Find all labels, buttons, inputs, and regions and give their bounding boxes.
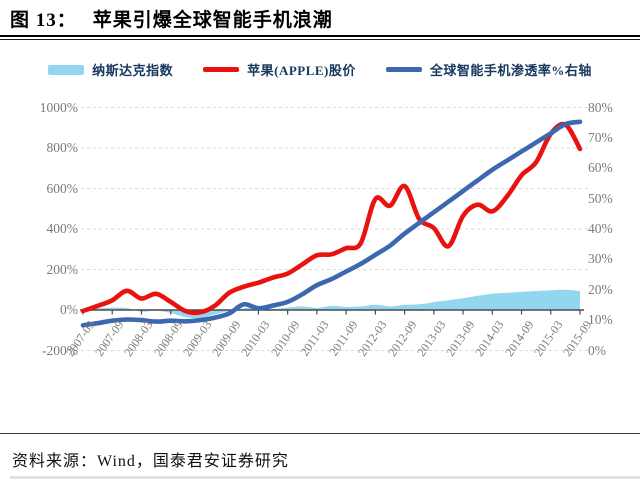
y-axis-left-label: 0%	[60, 302, 78, 317]
y-axis-right-label: 30%	[588, 251, 613, 267]
chart-legend: 纳斯达克指数 苹果(APPLE)股价 全球智能手机渗透率%右轴	[0, 60, 640, 79]
figure-label: 图 13：	[10, 10, 77, 31]
legend-item: 苹果(APPLE)股价	[203, 60, 356, 79]
y-axis-right-label: 80%	[588, 99, 613, 115]
figure-title: 图 13： 苹果引爆全球智能手机浪潮	[10, 5, 333, 32]
y-axis-left-label: 1000%	[39, 99, 78, 115]
source-divider	[0, 433, 640, 434]
apple-line-series	[80, 121, 583, 316]
figure-title-text: 苹果引爆全球智能手机浪潮	[92, 10, 333, 31]
legend-label: 全球智能手机渗透率%右轴	[429, 63, 592, 78]
legend-item: 纳斯达克指数	[48, 60, 173, 79]
y-axis-right-label: 20%	[588, 281, 613, 297]
y-axis-right-label: 40%	[588, 221, 613, 236]
y-axis-right-label: 10%	[588, 312, 613, 328]
legend-color-swatch	[203, 67, 240, 72]
legend-label: 纳斯达克指数	[92, 63, 174, 78]
y-axis-right-label: 70%	[588, 129, 613, 145]
bottom-edge-artifact	[10, 476, 640, 479]
y-axis-right-label: 50%	[588, 190, 613, 206]
legend-color-swatch	[385, 67, 422, 72]
y-axis-right-label: 60%	[588, 160, 613, 176]
y-axis-left-label: 200%	[46, 261, 79, 277]
y-axis-left-label: 800%	[46, 140, 79, 155]
nasdaq-area-series	[83, 289, 580, 319]
legend-label: 苹果(APPLE)股价	[247, 63, 356, 78]
y-axis-left-label: 400%	[46, 221, 79, 236]
title-divider	[0, 35, 640, 40]
source-text: 资料来源：Wind，国泰君安证券研究	[12, 453, 289, 470]
y-axis-left-label: -200%	[42, 342, 78, 358]
y-axis-left-label: 600%	[46, 180, 79, 196]
penetration-line-series	[80, 119, 583, 328]
legend-color-swatch	[48, 64, 85, 75]
y-axis-right-label: 0%	[588, 342, 606, 358]
legend-item: 全球智能手机渗透率%右轴	[385, 60, 592, 79]
